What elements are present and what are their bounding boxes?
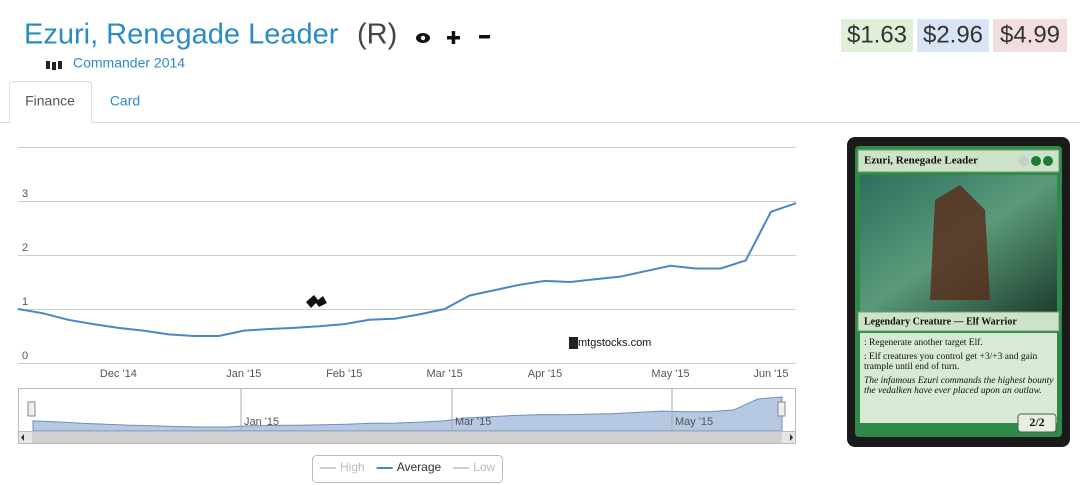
watermark-icon (569, 337, 578, 349)
remove-icon[interactable] (479, 35, 490, 39)
legend-label[interactable]: Average (397, 460, 442, 474)
price-low: $1.63 (847, 21, 907, 48)
set-icon (46, 61, 62, 70)
rule: : Elf creatures you control get +3/+3 an… (864, 351, 1038, 373)
pt-box (1017, 413, 1057, 433)
x-tick-label: Apr '15 (528, 368, 563, 380)
x-tick-label: Mar '15 (426, 368, 462, 380)
y-tick-label: 2 (22, 242, 28, 254)
y-tick-label: 1 (22, 296, 28, 308)
name-bar (857, 149, 1060, 173)
x-tick-label: Jan '15 (226, 368, 261, 380)
x-tick-label: Jun '15 (753, 368, 788, 380)
x-tick-label: Feb '15 (326, 368, 362, 380)
type-bar (857, 311, 1060, 332)
rarity: (R) (357, 19, 397, 51)
text-box (860, 333, 1057, 423)
card-title[interactable]: Ezuri, Renegade Leader (24, 19, 339, 51)
legend-label[interactable]: High (340, 460, 365, 474)
navigator-label: Jan '15 (244, 416, 279, 428)
set-link[interactable]: Commander 2014 (73, 55, 185, 71)
price-high-bg (993, 19, 1067, 52)
watermark: mtgstocks.com (578, 337, 651, 349)
type-line: Legendary Creature — Elf Warrior (864, 316, 1017, 327)
scrollbar-thumb[interactable] (32, 432, 782, 443)
navigator-handle[interactable] (777, 401, 786, 417)
art-figure (930, 185, 990, 300)
price-high: $4.99 (1000, 21, 1060, 48)
tab-finance[interactable]: Finance (25, 93, 75, 109)
price-low-bg (841, 19, 913, 52)
rule: : Regenerate another target Elf. (864, 338, 983, 348)
add-icon[interactable] (447, 31, 460, 44)
tab-active[interactable] (9, 81, 92, 124)
set-logo (306, 295, 327, 308)
x-tick-label: May '15 (651, 368, 689, 380)
mana (1043, 156, 1053, 166)
legend: High Average Low (320, 460, 496, 474)
y-tick-label: 0 (22, 350, 28, 362)
navigator-area (32, 396, 783, 432)
card-name: Ezuri, Renegade Leader (864, 155, 978, 167)
mana (1031, 156, 1041, 166)
x-tick-label: Dec '14 (100, 368, 137, 380)
tab-card[interactable]: Card (110, 93, 140, 109)
navigator-label: May '15 (675, 416, 713, 428)
mana (1019, 156, 1029, 166)
eye-icon[interactable] (416, 33, 430, 43)
navigator[interactable]: Jan '15 Mar '15 May '15 (32, 389, 783, 432)
price-line (17, 202, 797, 337)
power-toughness: 2/2 (1029, 415, 1044, 429)
y-tick-label: 3 (22, 188, 28, 200)
legend-box (312, 455, 503, 483)
flavor: The infamous Ezuri commands the highest … (864, 375, 1054, 397)
legend-label[interactable]: Low (473, 460, 495, 474)
price-avg-bg (917, 19, 989, 52)
navigator-handle[interactable] (27, 401, 36, 417)
navigator-label: Mar '15 (455, 416, 491, 428)
price-average: $2.96 (923, 21, 983, 48)
price-chart: 0 1 2 3 Dec '14 Jan '15 Feb '15 Mar '15 Apr '15 M… (17, 188, 797, 380)
rules-text: : Regenerate another target Elf. : Elf c… (864, 338, 1058, 400)
